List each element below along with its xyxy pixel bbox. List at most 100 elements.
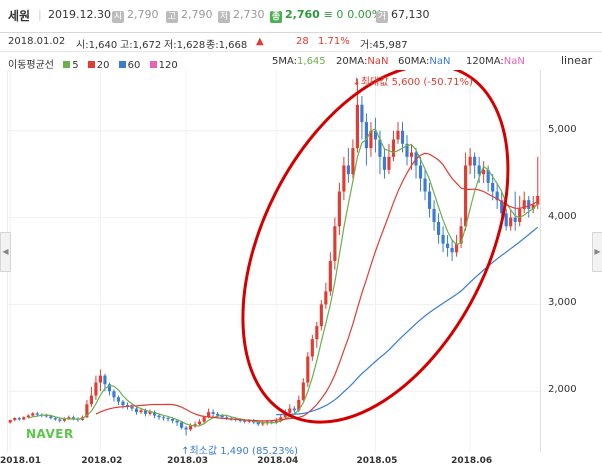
candle-body <box>436 221 441 235</box>
info-date: 2018.01.02 <box>8 36 66 47</box>
info-volume: 거:45,987 <box>360 40 408 51</box>
candle-body <box>157 415 161 418</box>
candle-body <box>382 156 387 170</box>
scroll-right-handle[interactable]: ▶ <box>592 232 602 272</box>
candle-body <box>342 165 346 192</box>
candle-body <box>49 416 53 419</box>
info-change-pct: 1.71% <box>318 36 350 47</box>
ma60-swatch <box>118 61 126 68</box>
candle-body <box>455 243 459 253</box>
candle-body <box>94 382 98 396</box>
stock-summary-bar: 세원 | 2019.12.30 시 2,790 고 2,790 저 2,730 종 2,… <box>0 0 602 33</box>
candle-body <box>175 420 179 423</box>
candle-body <box>112 391 116 398</box>
candle-body <box>148 412 152 414</box>
candle-body <box>509 217 513 227</box>
x-tick-label: 2018.06 <box>451 456 493 466</box>
ma5-label[interactable]: 5 <box>72 60 79 71</box>
candle-body <box>170 419 175 421</box>
candle-body <box>292 408 296 411</box>
candle-body <box>152 412 157 416</box>
candle-body <box>216 413 220 416</box>
candle-body <box>107 384 112 392</box>
candle-info-bar: 2018.01.02 시:1,640 고:1,672 저:1,628 종:1,6… <box>0 33 602 52</box>
ma120-swatch <box>149 61 157 68</box>
candle-body <box>319 304 323 327</box>
up-arrow-icon: ↑ <box>181 445 190 457</box>
candle-body <box>491 182 495 192</box>
candle-body <box>189 425 193 430</box>
candle-body <box>62 419 66 421</box>
y-tick-label: 4,000 <box>548 210 577 222</box>
candle-body <box>202 417 206 422</box>
candle-body <box>445 243 450 248</box>
candle-body <box>396 130 400 140</box>
candle-body <box>306 356 310 383</box>
x-tick-label: 2018.03 <box>167 456 209 466</box>
candle-body <box>477 165 481 175</box>
candle-body <box>486 169 490 183</box>
candle-body <box>22 417 26 420</box>
candle-body <box>351 148 355 175</box>
candle-body <box>35 413 39 415</box>
candle-body <box>26 415 30 418</box>
candle-body <box>184 427 188 430</box>
ma60-line <box>276 226 539 416</box>
high-price: 고 2,790 <box>166 8 213 23</box>
candle-body <box>391 139 396 157</box>
candle-body <box>166 418 170 420</box>
candle-body <box>13 418 17 421</box>
naver-watermark: NAVER <box>26 427 74 441</box>
ma20-label[interactable]: 20 <box>96 60 110 71</box>
candle-body <box>116 397 121 402</box>
candlestick-chart <box>8 63 540 452</box>
info-low: 저:1,628 <box>164 40 206 51</box>
ma-legend: 이동평균선 5 20 60 120 <box>8 56 178 71</box>
candle-body <box>504 213 508 227</box>
x-tick-label: 2018.02 <box>81 456 123 466</box>
candle-body <box>89 395 93 405</box>
ma60-label[interactable]: 60 <box>127 60 141 71</box>
candle-body <box>427 191 432 209</box>
candle-body <box>468 156 472 166</box>
candle-body <box>31 413 35 416</box>
candle-body <box>193 424 197 426</box>
candle-body <box>400 130 405 144</box>
max-annotation: ↓최대값 5,600 (-50.71%) <box>352 76 473 88</box>
candle-body <box>328 261 332 292</box>
scroll-left-handle[interactable]: ◀ <box>0 232 11 272</box>
candle-body <box>459 226 463 244</box>
candle-body <box>17 418 21 420</box>
ma-legend-title: 이동평균선 <box>8 60 54 71</box>
high-badge: 고 <box>166 11 178 23</box>
ma120-readout: 120MA:NaN <box>466 56 525 67</box>
candle-body <box>243 420 247 422</box>
candle-body <box>409 152 414 157</box>
candle-body <box>288 408 292 413</box>
candle-body <box>270 421 274 423</box>
candle-body <box>432 208 436 222</box>
candle-body <box>279 417 283 421</box>
candle-body <box>522 200 526 209</box>
ma5-line <box>28 128 539 427</box>
ma120-label[interactable]: 120 <box>158 60 178 71</box>
change-value: ≡ 0 <box>323 8 344 21</box>
candle-body <box>310 339 314 357</box>
candle-body <box>283 412 287 418</box>
x-tick-label: 2018.05 <box>356 456 398 466</box>
candle-body <box>450 247 454 253</box>
info-change: 28 <box>296 36 309 47</box>
candle-body <box>301 382 305 400</box>
x-tick-label: 2018.04 <box>257 456 299 466</box>
candle-body <box>387 156 391 170</box>
info-open: 시:1,640 <box>76 40 118 51</box>
candle-body <box>464 165 468 227</box>
change-pct: 0.00% <box>347 8 383 21</box>
scale-toggle[interactable]: linear <box>561 54 593 67</box>
candle-body <box>378 139 382 157</box>
candle-body <box>360 104 364 123</box>
volume-badge: 거 <box>376 11 388 23</box>
highlight-ellipse <box>241 63 510 424</box>
y-tick-label: 2,000 <box>548 384 577 396</box>
candle-body <box>513 217 517 222</box>
